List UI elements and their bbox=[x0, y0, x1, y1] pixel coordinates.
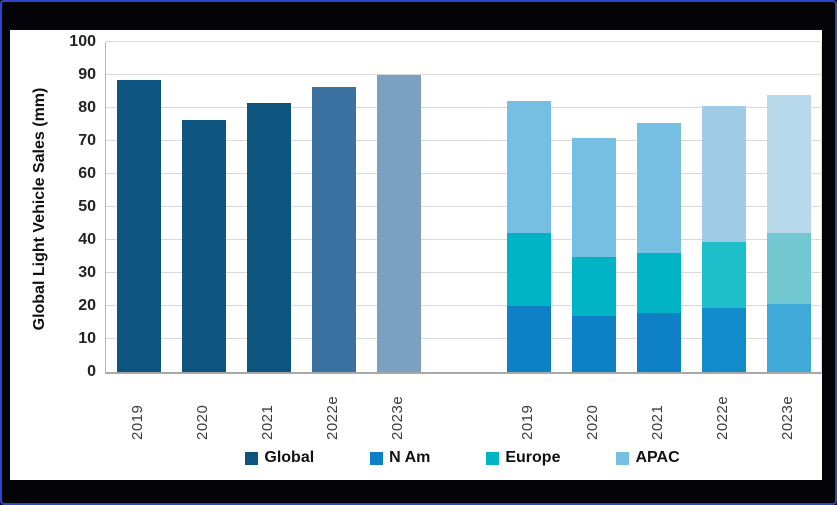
bar-segment-nam-2022e bbox=[701, 307, 746, 372]
bar-segment-apac-2019 bbox=[506, 101, 551, 234]
ytick-label-30: 30 bbox=[78, 264, 96, 281]
gridline-80 bbox=[106, 107, 821, 108]
xlabel-2023e: 2023e bbox=[388, 395, 406, 440]
bar-global-2021 bbox=[246, 103, 291, 372]
ytick-label-90: 90 bbox=[78, 66, 96, 83]
ytick-label-40: 40 bbox=[78, 231, 96, 248]
ytick-label-100: 100 bbox=[69, 33, 96, 50]
bar-global-2023e bbox=[376, 75, 421, 372]
chart-panel: Global Light Vehicle Sales (mm) 0 10 20 30 4… bbox=[10, 30, 822, 480]
legend-swatch-nam bbox=[370, 451, 384, 465]
bar-segment-nam-2023e bbox=[766, 304, 811, 372]
gridline-90 bbox=[106, 74, 821, 75]
gridline-10 bbox=[106, 338, 821, 339]
bar-segment-europe-2021 bbox=[636, 253, 681, 313]
legend-item-global: Global bbox=[245, 449, 314, 467]
gridline-30 bbox=[106, 272, 821, 273]
bar-segment-europe-2019 bbox=[506, 233, 551, 306]
xlabel-2023e: 2023e bbox=[778, 395, 796, 440]
legend-item-europe: Europe bbox=[486, 449, 560, 467]
ytick-label-20: 20 bbox=[78, 297, 96, 314]
xlabel-2022e: 2022e bbox=[323, 395, 341, 440]
legend-label-global: Global bbox=[264, 449, 315, 466]
gridline-40 bbox=[106, 239, 821, 240]
bar-segment-europe-2022e bbox=[701, 241, 746, 308]
bar-global-2019 bbox=[116, 79, 161, 372]
gridline-50 bbox=[106, 206, 821, 207]
ytick-label-50: 50 bbox=[78, 198, 96, 215]
xlabel-2021: 2021 bbox=[648, 404, 666, 440]
ytick-label-80: 80 bbox=[78, 99, 96, 116]
gridline-70 bbox=[106, 140, 821, 141]
ytick-label-10: 10 bbox=[78, 330, 96, 347]
bar-segment-europe-2020 bbox=[571, 256, 616, 316]
legend-label-europe: Europe bbox=[505, 449, 561, 466]
legend-swatch-global bbox=[245, 451, 259, 465]
ytick-label-0: 0 bbox=[87, 363, 96, 380]
bar-global-2020 bbox=[181, 119, 226, 372]
bar-segment-apac-2021 bbox=[636, 122, 681, 254]
xlabel-2021: 2021 bbox=[258, 404, 276, 440]
xlabel-2019: 2019 bbox=[518, 404, 536, 440]
gridline-100 bbox=[106, 41, 821, 42]
xlabel-2020: 2020 bbox=[193, 404, 211, 440]
bar-segment-nam-2021 bbox=[636, 312, 681, 372]
gridline-60 bbox=[106, 173, 821, 174]
bar-segment-apac-2022e bbox=[701, 106, 746, 242]
legend-item-nam: N Am bbox=[370, 449, 430, 467]
legend-swatch-europe bbox=[486, 451, 500, 465]
legend-item-apac: APAC bbox=[616, 449, 680, 467]
gridline-20 bbox=[106, 305, 821, 306]
legend-label-nam: N Am bbox=[389, 449, 431, 466]
bar-global-2022e bbox=[311, 86, 356, 372]
xlabel-2020: 2020 bbox=[583, 404, 601, 440]
bar-segment-apac-2023e bbox=[766, 94, 811, 234]
xlabel-2019: 2019 bbox=[128, 404, 146, 440]
bar-segment-nam-2019 bbox=[506, 306, 551, 372]
ytick-label-60: 60 bbox=[78, 165, 96, 182]
xlabel-2022e: 2022e bbox=[713, 395, 731, 440]
bar-segment-apac-2020 bbox=[571, 137, 616, 257]
bar-segment-europe-2023e bbox=[766, 233, 811, 305]
plot-area bbox=[105, 41, 822, 374]
legend: Global N Am Europe APAC bbox=[105, 449, 820, 467]
legend-label-apac: APAC bbox=[635, 449, 680, 466]
ytick-label-70: 70 bbox=[78, 132, 96, 149]
bar-segment-nam-2020 bbox=[571, 315, 616, 372]
legend-swatch-apac bbox=[616, 451, 630, 465]
